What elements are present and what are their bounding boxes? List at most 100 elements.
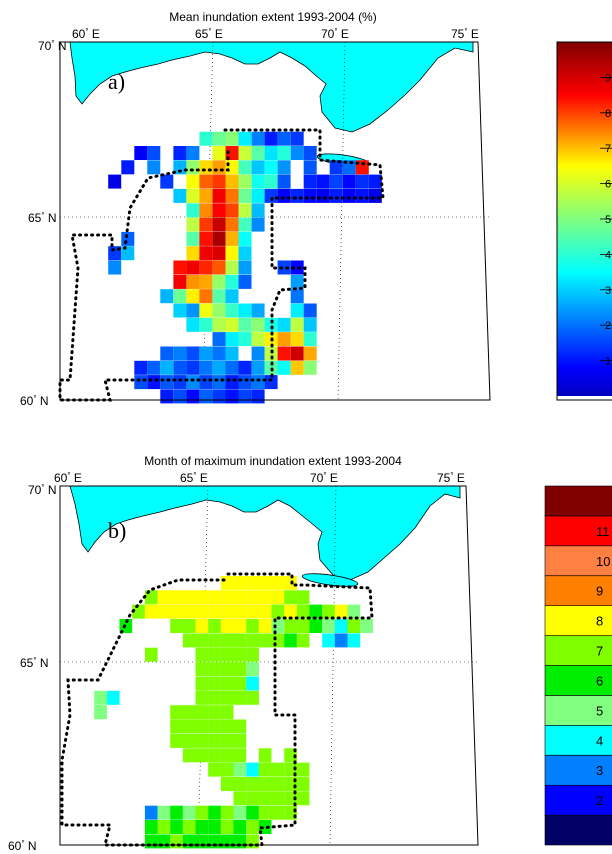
grid-cell — [186, 174, 200, 189]
grid-cell — [212, 203, 226, 218]
grid-cell — [220, 590, 234, 605]
grid-cell — [173, 360, 187, 375]
grid-cell — [220, 705, 234, 720]
grid-cell — [225, 274, 239, 289]
grid-cell — [147, 146, 161, 160]
grid-cell — [355, 174, 369, 189]
colorbar-tick-label: 4 — [596, 733, 603, 748]
grid-cell — [290, 260, 304, 275]
grid-cell — [199, 160, 213, 175]
colorbar-tick-label: 6 — [596, 673, 603, 688]
grid-cell — [195, 820, 209, 834]
grid-cell — [251, 160, 265, 175]
grid-cell — [199, 217, 213, 232]
grid-cell — [277, 160, 291, 175]
grid-cell — [173, 375, 187, 390]
grid-cell — [296, 762, 310, 777]
grid-cell — [199, 360, 213, 375]
grid-cell — [199, 231, 213, 246]
colorbar-tick-label: 2 — [596, 793, 603, 808]
grid-cell — [220, 748, 234, 763]
grid-cell — [246, 777, 259, 791]
grid-cell — [106, 690, 120, 705]
grid-cell — [277, 146, 291, 160]
grid-cell — [170, 590, 183, 605]
grid-cell — [225, 360, 239, 375]
grid-cell — [303, 146, 317, 160]
grid-cell — [246, 633, 259, 648]
panel-a-y-ticks: 70° N 65° N 60° N — [20, 39, 67, 409]
grid-cell — [334, 633, 348, 648]
colorbar-swatch — [544, 485, 612, 517]
grid-cell — [316, 174, 330, 189]
grid-cell — [199, 274, 213, 289]
grid-cell — [296, 777, 310, 791]
grid-cell — [246, 662, 259, 677]
colorbar-tick-label: 9 — [596, 584, 603, 599]
grid-cell — [195, 719, 209, 734]
grid-cell — [347, 619, 361, 633]
grid-cell — [121, 160, 135, 175]
grid-cell — [233, 762, 247, 777]
grid-cell — [208, 690, 221, 705]
grid-cell — [186, 303, 200, 318]
grid-cell — [134, 375, 148, 390]
grid-cell — [355, 188, 369, 203]
colorbar-tick-label: 8 — [596, 614, 603, 629]
panel-a-map-background — [60, 42, 490, 400]
grid-cell — [251, 317, 265, 332]
grid-cell — [271, 805, 285, 820]
panel-a-ytick-60: 60° N — [20, 394, 49, 409]
panel-a-xtick-75: 75° E — [451, 27, 479, 42]
grid-cell — [238, 203, 252, 218]
grid-cell — [238, 260, 252, 275]
grid-cell — [212, 389, 226, 404]
grid-cell — [322, 633, 335, 648]
grid-cell — [195, 676, 209, 691]
colorbar-swatch — [544, 784, 612, 816]
grid-cell — [208, 705, 221, 720]
grid-cell — [258, 791, 272, 806]
panel-b-map-frame — [59, 485, 479, 849]
grid-cell — [264, 174, 278, 189]
grid-cell — [303, 188, 317, 203]
grid-cell — [258, 590, 272, 605]
grid-cell — [212, 260, 226, 275]
grid-cell — [186, 231, 200, 246]
grid-cell — [233, 791, 247, 806]
grid-cell — [170, 705, 183, 720]
grid-cell — [271, 791, 285, 806]
panel-a-colorbar-labels: 1 2 3 4 5 6 7 8 9 — [600, 72, 612, 368]
grid-cell — [277, 317, 291, 332]
grid-cell — [322, 619, 335, 633]
grid-cell — [160, 289, 174, 304]
colorbar-tick-label: 5 — [596, 703, 603, 718]
grid-cell — [368, 174, 382, 189]
grid-cell — [212, 274, 226, 289]
grid-cell — [212, 332, 226, 347]
grid-cell — [225, 346, 239, 361]
grid-cell — [186, 346, 200, 361]
grid-cell — [186, 289, 200, 304]
grid-cell — [233, 820, 247, 834]
grid-cell — [233, 633, 247, 648]
grid-cell — [271, 619, 285, 633]
grid-cell — [246, 647, 259, 662]
grid-cell — [182, 590, 196, 605]
grid-cell — [157, 805, 171, 820]
grid-cell — [208, 719, 221, 734]
grid-cell — [271, 762, 285, 777]
grid-cell — [225, 174, 239, 189]
grid-cell — [329, 174, 343, 189]
panel-b-ytick-65: 65° N — [20, 656, 49, 671]
grid-cell — [147, 360, 161, 375]
grid-cell — [220, 662, 234, 677]
grid-cell — [182, 619, 196, 633]
grid-cell — [144, 805, 158, 820]
colorbar-tick-label: 1 — [605, 356, 611, 368]
grid-cell — [264, 346, 278, 361]
grid-cell — [246, 805, 259, 820]
grid-cell — [303, 332, 317, 347]
grid-cell — [212, 174, 226, 189]
